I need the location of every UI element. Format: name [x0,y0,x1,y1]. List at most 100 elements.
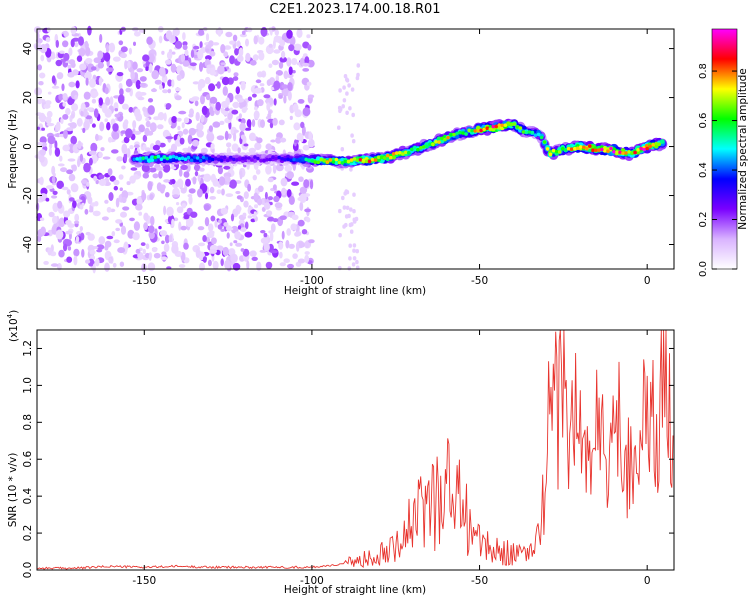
noise-cell [133,144,140,149]
ridge-cell [280,157,284,161]
noise-cell [193,45,200,50]
ridge-cell [491,124,496,129]
noise-cell [278,61,284,69]
noise-cell [45,37,51,43]
ridge-cell [289,158,293,163]
noise-cell [50,263,59,267]
noise-cell [203,173,212,182]
noise-cell [230,213,235,222]
noise-cell [63,243,68,252]
noise-cell [297,219,305,227]
noise-cell [104,108,112,118]
noise-cell [81,248,85,258]
noise-cell [253,110,260,120]
noise-cell [98,174,105,180]
noise-cell [88,150,97,155]
noise-cell [71,113,75,119]
noise-cell [209,248,218,254]
ridge-cell [461,131,465,135]
noise-cell [294,231,301,237]
noise-cell [240,134,246,140]
noise-cell [44,103,51,107]
noise-cell [233,129,239,133]
noise-cell [232,208,239,218]
ridge-cell [262,158,266,163]
noise-cell [88,157,93,166]
noise-cell [180,187,187,194]
noise-cell [160,184,166,190]
noise-cell [170,63,177,73]
ridge-cell [454,134,460,140]
noise-cell [347,266,352,271]
noise-cell [97,50,104,60]
noise-cell [351,112,356,118]
noise-cell [109,96,114,106]
ridge-cell [566,146,571,151]
noise-cell [79,63,87,71]
noise-cell [263,94,271,99]
noise-cell [83,71,92,81]
noise-cell [176,74,182,81]
noise-cell [180,225,187,231]
noise-cell [133,41,136,46]
ridge-cell [431,142,435,147]
noise-cell [135,79,141,90]
ridge-cell [509,122,514,127]
ridge-cell [585,146,589,151]
noise-cell [250,218,256,223]
noise-cell [279,215,287,220]
ridge-cell [594,148,598,153]
noise-cell [202,235,207,242]
noise-cell [122,206,130,211]
noise-cell [54,147,61,157]
noise-cell [256,261,262,272]
noise-cell [267,177,274,183]
noise-cell [77,158,81,168]
ridge-cell [470,128,475,133]
noise-cell [301,62,310,67]
noise-cell [95,258,100,267]
noise-cell [134,108,141,118]
y-tick-label: 1.2 [22,340,34,357]
noise-cell [226,232,230,239]
noise-cell [245,38,249,47]
noise-cell [226,66,230,70]
noise-cell [300,121,305,129]
noise-cell [97,62,105,69]
noise-cell [111,132,120,140]
ridge-cell [349,158,354,162]
ridge-cell [545,147,550,151]
noise-cell [167,79,173,87]
noise-cell [55,229,64,240]
noise-cell [197,226,205,231]
noise-cell [247,183,252,192]
noise-cell [145,120,151,128]
ridge-cell [325,160,330,164]
noise-cell [135,248,141,254]
noise-cell [197,49,204,60]
noise-cell [171,178,176,185]
noise-cell [209,106,214,115]
noise-cell [269,121,274,129]
noise-cell [162,89,169,94]
ridge-cell [235,158,239,162]
noise-cell [147,53,155,63]
noise-cell [220,258,224,267]
ridge-cell [612,150,616,154]
noise-cell [253,35,258,45]
noise-cell [52,190,58,195]
ridge-cell [413,145,417,150]
noise-cell [226,225,232,232]
noise-cell [284,164,293,173]
noise-cell [60,117,64,124]
noise-cell [136,68,144,73]
noise-cell [122,103,129,110]
ridge-cell [268,157,272,162]
noise-cell [281,50,286,59]
noise-cell [299,193,307,203]
ridge-cell [370,157,375,162]
noise-cell [188,188,196,194]
noise-cell [233,72,239,77]
noise-cell [271,59,279,66]
noise-cell [76,55,83,62]
